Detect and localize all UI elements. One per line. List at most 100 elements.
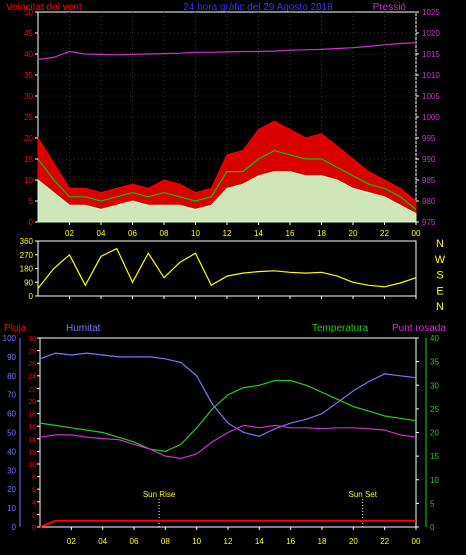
- temperature-line: [39, 379, 417, 453]
- weather-xtick-label: 18: [318, 537, 327, 546]
- humidity-ytick-label: 60: [7, 410, 16, 419]
- rain-ytick-label: 4: [32, 500, 36, 507]
- temp-ytick-label: 30: [430, 381, 439, 390]
- axes-layer: 0510152025303540455097598098599099510001…: [3, 8, 446, 546]
- wind-speed-title: Velocitat del vent: [6, 2, 82, 13]
- weather-xtick-label: 12: [224, 537, 233, 546]
- wind-average-line: [37, 149, 417, 210]
- weather-xtick-label: 02: [67, 537, 76, 546]
- direction-ytick-label: 0: [29, 292, 34, 301]
- wind-xtick-label: 06: [128, 229, 137, 238]
- humidity-ytick-label: 90: [7, 353, 16, 362]
- weather-xtick-label: 16: [286, 537, 295, 546]
- rain-ytick-label: 26: [28, 361, 36, 368]
- rain-ytick-label: 2: [32, 512, 36, 519]
- temp-ytick-label: 20: [430, 429, 439, 438]
- sunrise-label: Sun Rise: [143, 490, 176, 499]
- direction-ytick-label: 270: [20, 251, 34, 260]
- pressure-ytick-label: 1000: [422, 113, 440, 122]
- humidity-ytick-label: 10: [7, 504, 16, 513]
- wind-xtick-label: 22: [380, 229, 389, 238]
- compass-label: N: [436, 238, 444, 250]
- humidity-label: Humitat: [66, 323, 101, 334]
- wind-ytick-label: 50: [24, 8, 33, 17]
- rain-ytick-label: 28: [28, 349, 36, 356]
- pressure-title: Pressió: [373, 2, 407, 13]
- humidity-ytick-label: 80: [7, 372, 16, 381]
- wind-ytick-label: 45: [24, 29, 33, 38]
- temperature-label: Temperatura: [312, 323, 369, 334]
- temp-ytick-label: 35: [430, 358, 439, 367]
- pressure-ytick-label: 975: [422, 218, 436, 227]
- weather-xtick-label: 06: [130, 537, 139, 546]
- pressure-ytick-label: 990: [422, 155, 436, 164]
- rain-ytick-label: 6: [32, 487, 36, 494]
- compass-label: E: [436, 285, 443, 297]
- weather-xtick-label: 22: [380, 537, 389, 546]
- rain-ytick-label: 30: [28, 336, 36, 343]
- temp-ytick-label: 25: [430, 405, 439, 414]
- wind-ytick-label: 25: [24, 113, 33, 122]
- wind-xtick-label: 02: [65, 229, 74, 238]
- direction-ytick-label: 180: [20, 265, 34, 274]
- pressure-ytick-label: 1005: [422, 92, 440, 101]
- rain-ytick-label: 16: [28, 424, 36, 431]
- rain-ytick-label: 0: [32, 525, 36, 532]
- compass-label: S: [436, 270, 443, 282]
- wind-ytick-label: 40: [24, 50, 33, 59]
- pressure-line: [37, 42, 417, 61]
- wind-xtick-label: 16: [286, 229, 295, 238]
- wind-ytick-label: 10: [24, 176, 33, 185]
- weather-xtick-label: 20: [349, 537, 358, 546]
- rain-ytick-label: 12: [28, 449, 36, 456]
- pressure-ytick-label: 1010: [422, 71, 440, 80]
- humidity-ytick-label: 50: [7, 429, 16, 438]
- humidity-ytick-label: 30: [7, 466, 16, 475]
- weather-xtick-label: 08: [161, 537, 170, 546]
- rain-ytick-label: 8: [32, 475, 36, 482]
- dew-line: [39, 424, 417, 460]
- temp-ytick-label: 10: [430, 476, 439, 485]
- wind-xtick-label: 20: [349, 229, 358, 238]
- humidity-ytick-label: 70: [7, 391, 16, 400]
- pressure-ytick-label: 1025: [422, 8, 440, 17]
- compass-label: W: [435, 254, 446, 266]
- rain-ytick-label: 18: [28, 412, 36, 419]
- humidity-ytick-label: 20: [7, 485, 16, 494]
- rain-ytick-label: 10: [28, 462, 36, 469]
- wind-xtick-label: 14: [254, 229, 263, 238]
- humidity-ytick-label: 40: [7, 447, 16, 456]
- wind-xtick-label: 04: [97, 229, 106, 238]
- pressure-ytick-label: 1020: [422, 29, 440, 38]
- humidity-line: [39, 352, 417, 437]
- rain-ytick-label: 22: [28, 386, 36, 393]
- wind-ytick-label: 15: [24, 155, 33, 164]
- data-layer: [37, 42, 417, 528]
- wind-xtick-label: 10: [191, 229, 200, 238]
- temp-ytick-label: 0: [430, 523, 435, 532]
- temp-ytick-label: 5: [430, 499, 435, 508]
- temp-ytick-label: 40: [430, 334, 439, 343]
- sunset-label: Sun Set: [348, 490, 377, 499]
- pressure-ytick-label: 980: [422, 197, 436, 206]
- rain-ytick-label: 24: [28, 374, 36, 381]
- humidity-ytick-label: 0: [12, 523, 17, 532]
- rain-ytick-label: 20: [28, 399, 36, 406]
- wind-ytick-label: 5: [29, 197, 34, 206]
- direction-ytick-label: 360: [20, 237, 34, 246]
- wind-xtick-label: 18: [317, 229, 326, 238]
- wind-ytick-label: 20: [24, 134, 33, 143]
- wind-ytick-label: 0: [29, 218, 34, 227]
- wind-xtick-label: 08: [160, 229, 169, 238]
- wind-xtick-label: 00: [412, 229, 421, 238]
- rain-label: Pluja: [4, 323, 27, 334]
- pressure-ytick-label: 985: [422, 176, 436, 185]
- weather-xtick-label: 00: [412, 537, 421, 546]
- compass-label: N: [436, 301, 444, 313]
- pressure-ytick-label: 995: [422, 134, 436, 143]
- wind-direction-line: [37, 247, 417, 289]
- weather-xtick-label: 10: [192, 537, 201, 546]
- wind-speed-area: [37, 171, 417, 223]
